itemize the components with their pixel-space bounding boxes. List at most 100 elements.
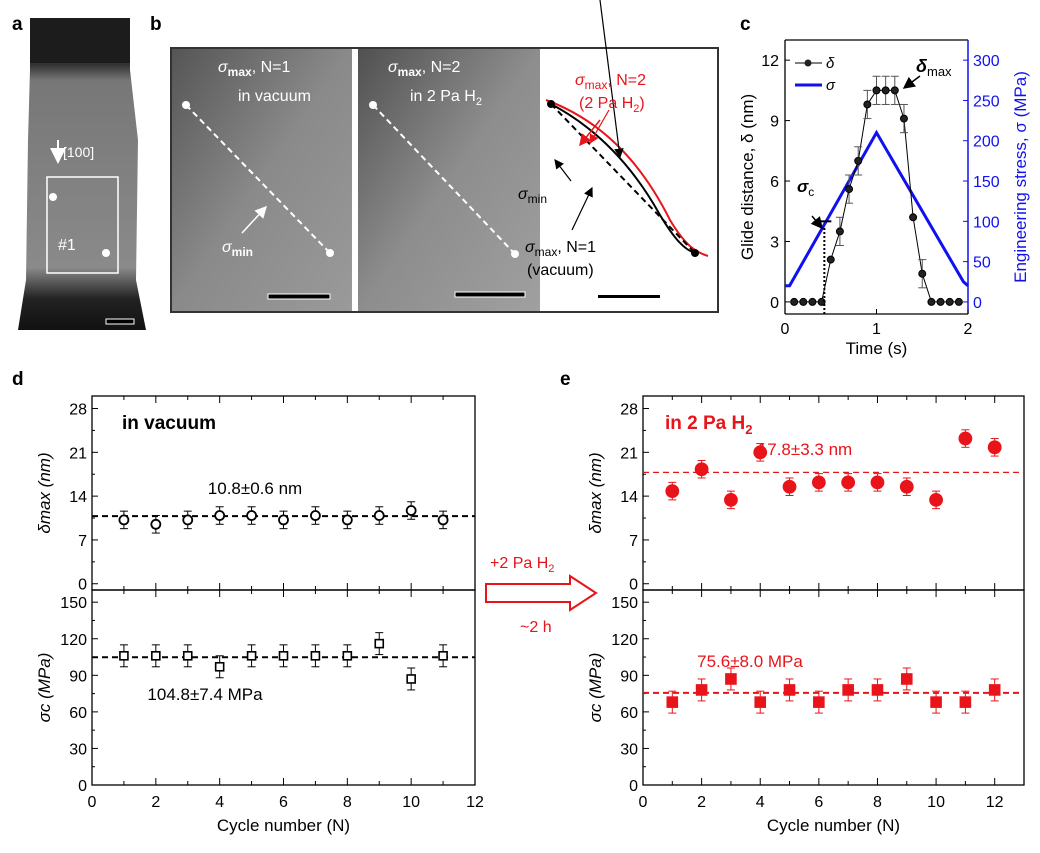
mean-label: 75.6±8.0 MPa [697, 652, 803, 671]
data-point [438, 651, 448, 661]
y-tick-label: 0 [629, 577, 638, 594]
y-axis-label: Glide distance, δ (nm) [738, 94, 757, 260]
data-point [725, 673, 737, 685]
y-tick-label: 90 [620, 668, 638, 685]
region-box [46, 176, 119, 274]
schematic-h2-condition: (2 Pa H2) [579, 95, 645, 115]
x-axis-label: Cycle number (N) [217, 816, 350, 835]
panel-condition-title: in 2 Pa H2 [665, 413, 752, 437]
stress-series-line [785, 129, 969, 288]
chart-d-top: 0 7 14 21 28 δmax (nm) 10.8±0.6 nm in vacuum [35, 395, 476, 594]
x-tick-label: 0 [88, 794, 97, 811]
data-point [405, 505, 417, 516]
data-point [790, 297, 799, 306]
y-tick-label: 30 [620, 741, 638, 758]
y-tick-label: 21 [620, 445, 638, 462]
transition-arrow-icon [485, 574, 598, 612]
dislocation-end-marker [49, 193, 57, 201]
chart-d-bottom: 0 30 60 90 120 150 0 2 4 6 8 10 12 Cycle number (N) σc… [35, 589, 484, 835]
y-axis-label: σc (MPa) [35, 653, 54, 723]
pin-point [511, 250, 519, 258]
data-point [845, 185, 854, 194]
data-point [246, 651, 257, 661]
title-text: in 2 Pa H [665, 413, 745, 434]
chart-e-top: 0 7 14 21 28 δmax (nm) 17.8±3.3 nm in 2 Pa H2 [586, 395, 1025, 594]
panel-label-b: b [150, 14, 162, 35]
data-point [959, 696, 972, 708]
sigma-c-arrow-icon [810, 215, 823, 230]
data-point [929, 492, 943, 507]
x-tick-label: 10 [927, 794, 945, 811]
data-point [871, 684, 884, 696]
scale-bar [267, 293, 331, 300]
y-tick-label: 14 [620, 489, 638, 506]
x-tick-label: 4 [756, 794, 765, 811]
red-label-arrow-icon [579, 119, 601, 147]
y-tick-label: 14 [69, 489, 87, 506]
data-point [988, 684, 1001, 696]
data-point [881, 86, 890, 95]
x-tick-label: 8 [873, 794, 882, 811]
data-point [214, 510, 226, 521]
panel-label-d: d [12, 369, 24, 390]
data-point [437, 514, 449, 526]
data-point [930, 696, 942, 708]
y-tick-label: 7 [629, 533, 638, 550]
data-point [119, 651, 129, 661]
data-point [341, 514, 353, 526]
data-point [783, 684, 796, 696]
image1-condition: in vacuum [238, 88, 311, 105]
data-point [373, 510, 385, 521]
data-point [936, 297, 945, 306]
pin-point [547, 100, 555, 108]
transition-label: +2 Pa H2 [490, 555, 554, 575]
data-point [310, 651, 321, 661]
data-point [799, 297, 808, 306]
y-tick-label: 21 [69, 445, 87, 462]
y2-tick-label: 150 [973, 174, 1000, 191]
panel-label-c: c [740, 14, 751, 35]
sigma-c-symbol: σ [797, 177, 809, 196]
line-h2-max [545, 99, 709, 257]
image2-condition: in 2 Pa H2 [410, 88, 482, 108]
data-point [927, 297, 936, 306]
y-tick-label: 90 [69, 668, 87, 685]
data-point [813, 696, 825, 708]
data-point [808, 297, 817, 306]
data-point [900, 673, 913, 685]
mean-label: 17.8±3.3 nm [758, 440, 852, 459]
scale-bar [105, 318, 135, 325]
min-label-arrow-icon [599, 0, 624, 159]
delta-max-symbol: δ [916, 56, 928, 76]
title-subscript: 2 [745, 422, 752, 437]
data-point [918, 269, 927, 278]
y-tick-label: 30 [69, 741, 87, 758]
vacuum-arrow-icon [571, 186, 593, 231]
glide-series-line [794, 89, 959, 303]
panel-a-micrograph: [100] #1 [18, 18, 146, 330]
data-point [278, 651, 289, 661]
y-tick-label: 120 [611, 632, 638, 649]
x-tick-label: 2 [964, 321, 973, 338]
y-tick-label: 9 [770, 114, 779, 131]
schematic-vacuum-label: σmax, N=1 [525, 239, 596, 259]
sigma-min-arrow-icon [241, 205, 268, 234]
line-min [550, 103, 696, 254]
data-point [863, 100, 872, 109]
transition-duration: ~2 h [520, 619, 552, 636]
data-point [872, 86, 881, 95]
y-tick-label: 6 [770, 174, 779, 191]
data-point [954, 297, 963, 306]
data-point [310, 510, 321, 521]
x-axis-label: Cycle number (N) [767, 816, 900, 835]
y2-tick-label: 0 [973, 295, 982, 312]
sigma-c-subscript: c [808, 185, 814, 199]
pin-point [182, 101, 190, 109]
data-point [406, 674, 416, 684]
data-point [342, 651, 353, 661]
y-tick-label: 60 [620, 705, 638, 722]
image1-title: σmax, N=1 [218, 59, 290, 79]
y-tick-label: 0 [78, 577, 87, 594]
x-tick-label: 2 [697, 794, 706, 811]
